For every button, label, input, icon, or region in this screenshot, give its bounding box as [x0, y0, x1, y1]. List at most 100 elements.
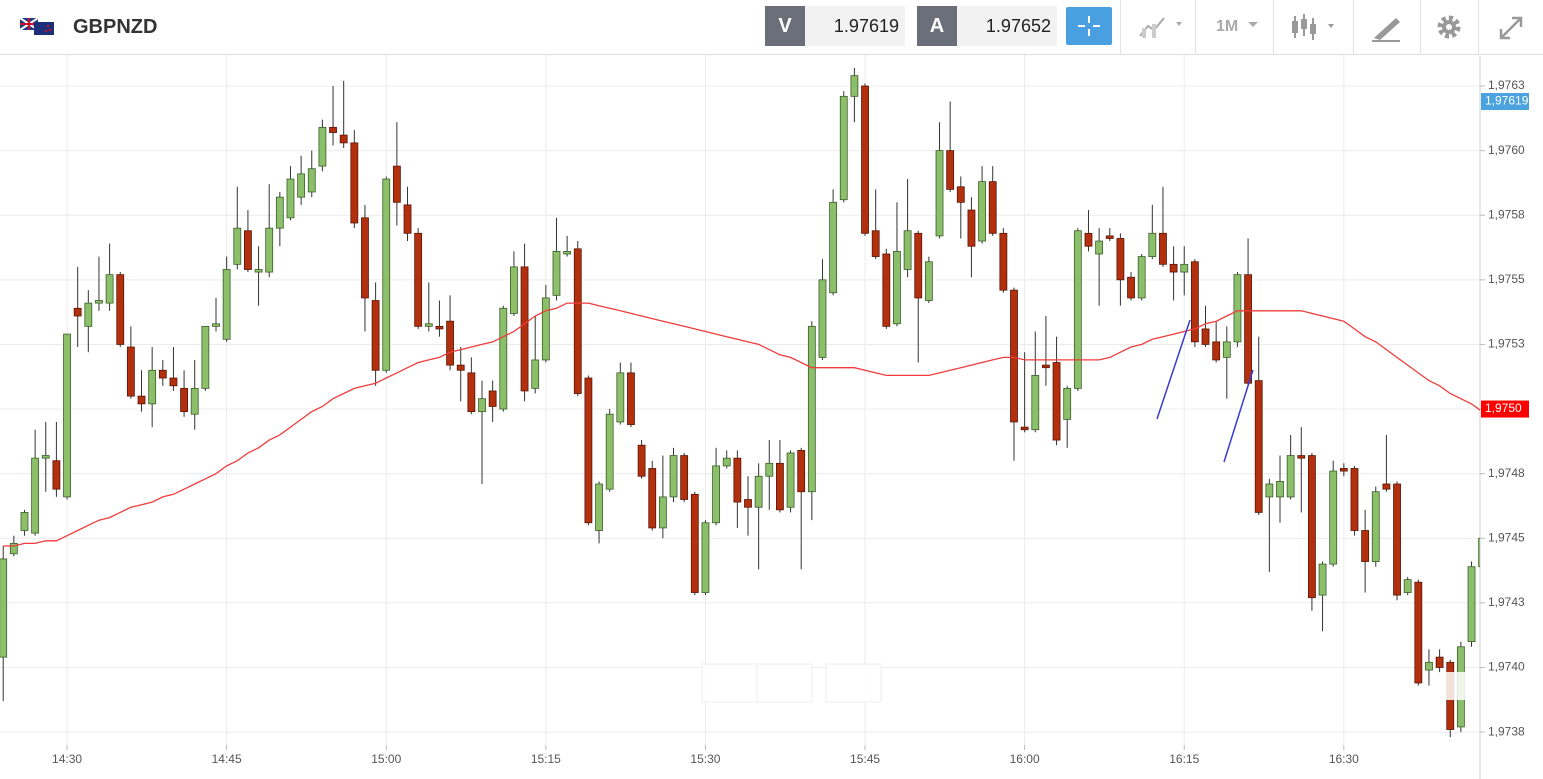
candle-body [850, 75, 859, 97]
candle-body [701, 522, 710, 593]
draw-button[interactable] [1372, 14, 1402, 42]
candle-body [275, 196, 284, 229]
y-tick-label: 1,9753 [1488, 337, 1525, 351]
fullscreen-button[interactable] [1497, 14, 1525, 42]
candle-body [350, 142, 359, 224]
candle-body [1233, 274, 1242, 343]
settings-button[interactable] [1435, 13, 1463, 41]
candle-body [1339, 468, 1348, 472]
candle-body [403, 204, 412, 234]
candle-body [669, 455, 678, 498]
x-tick-label: 14:45 [212, 752, 242, 766]
x-tick-label: 15:00 [371, 752, 401, 766]
candle-body [307, 168, 316, 193]
candle-body [690, 493, 699, 593]
divider [1478, 0, 1479, 55]
candle-body [871, 230, 880, 257]
price-label: 1,9750 [1485, 401, 1522, 415]
candle-body [1084, 232, 1093, 247]
candle-body [818, 279, 827, 358]
y-tick-label: 1,9758 [1488, 207, 1525, 221]
candle-body [488, 390, 497, 407]
candle-body [1435, 656, 1444, 668]
indicators-button[interactable] [1290, 12, 1345, 42]
candle-body [1318, 563, 1327, 596]
candle-body [371, 300, 380, 371]
candle-body [541, 297, 550, 361]
candle-body [456, 364, 465, 371]
candle-body [1116, 238, 1125, 281]
candle-body [903, 230, 912, 270]
price-label: 1,97619 [1485, 94, 1529, 108]
candle-body [978, 181, 986, 242]
divider [1273, 0, 1274, 55]
candle-body [1467, 566, 1476, 643]
candle-body [180, 387, 188, 413]
dropdown-arrow [1248, 22, 1258, 27]
overlay-panel [1430, 672, 1470, 700]
candle-body [286, 178, 295, 219]
candle-body [648, 468, 657, 529]
candle-body [169, 377, 178, 387]
candle-body [1222, 341, 1231, 358]
timeframe[interactable]: 1M [1216, 18, 1239, 35]
ask-price[interactable]: 1.97652 [957, 6, 1057, 46]
candle-body [73, 307, 82, 317]
candle-body [744, 499, 752, 508]
candle-body [893, 251, 901, 325]
candle-body [956, 186, 965, 203]
candle-body [605, 413, 614, 490]
candle-body [1010, 289, 1018, 423]
candle-body [946, 150, 955, 190]
candle-body [1425, 661, 1433, 671]
candle-body [1031, 375, 1040, 431]
candle-body [361, 217, 369, 299]
bid-price[interactable]: 1.97619 [805, 6, 905, 46]
candle-body [297, 173, 306, 198]
candle-body [212, 323, 220, 327]
candle-body [105, 274, 114, 304]
candle-body [1095, 240, 1104, 255]
y-tick-label: 1,9760 [1488, 143, 1525, 157]
candle-body [754, 475, 763, 508]
candle-body [637, 444, 646, 477]
x-tick-label: 15:45 [850, 752, 880, 766]
candle-body [552, 251, 561, 296]
candle-body [807, 325, 816, 493]
ask-label[interactable]: A [917, 6, 957, 46]
candle-body [190, 387, 199, 415]
candle-body [1020, 426, 1029, 431]
candle-body [1414, 581, 1423, 684]
x-tick-label: 15:15 [531, 752, 561, 766]
candle-body [1190, 261, 1199, 343]
candle-body [733, 457, 742, 503]
candle-body [265, 227, 274, 273]
candle-body [435, 325, 444, 330]
bid-label[interactable]: V [765, 6, 805, 46]
axis: 1,9763 1,9760 1,9758 1,9755 1,9753 1,9750 1,97… [52, 78, 1529, 766]
candle-body [1361, 530, 1370, 562]
candle-body [116, 274, 125, 345]
crosshair-button[interactable] [1066, 7, 1112, 45]
price-label-box [1481, 93, 1529, 111]
candle-body [627, 372, 635, 425]
candle-body [829, 201, 838, 294]
candle-body [1297, 455, 1306, 459]
price-label-box [1481, 400, 1529, 418]
y-tick-label: 1,9738 [1488, 724, 1525, 738]
candle-body [446, 320, 454, 366]
candle-body [1137, 256, 1146, 299]
chart-type-button[interactable] [1138, 14, 1190, 40]
candle-body [254, 269, 263, 273]
candle-body [1105, 235, 1114, 239]
candle-body [41, 455, 50, 459]
candle-body [616, 372, 625, 423]
candle-body [573, 248, 582, 394]
y-tick-label: 1,9748 [1488, 466, 1525, 480]
candle-body [329, 126, 337, 133]
candle-body [1073, 230, 1082, 389]
candle-body [999, 232, 1008, 291]
candle-body [1042, 364, 1050, 369]
candle-body [233, 227, 242, 265]
trend-line-drawing [1156, 319, 1254, 463]
